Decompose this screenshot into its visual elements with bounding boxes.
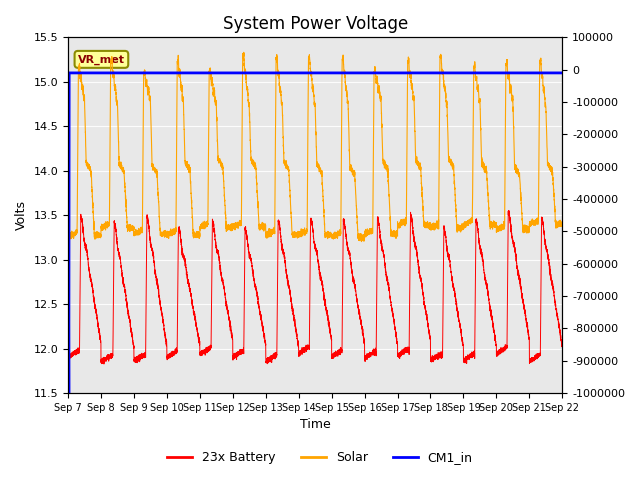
Y-axis label: Volts: Volts bbox=[15, 200, 28, 230]
23x Battery bbox=[170, 353, 178, 359]
Text: VR_met: VR_met bbox=[78, 54, 125, 64]
23x Battery bbox=[100, 361, 108, 367]
23x Battery bbox=[164, 351, 172, 357]
Line: CM1_in: CM1_in bbox=[68, 73, 563, 393]
23x Battery bbox=[453, 308, 461, 314]
23x Battery bbox=[249, 272, 257, 277]
Solar bbox=[249, 159, 257, 165]
Title: System Power Voltage: System Power Voltage bbox=[223, 15, 408, 33]
23x Battery bbox=[505, 208, 513, 214]
Solar bbox=[170, 229, 177, 235]
Solar bbox=[559, 221, 566, 227]
Legend: 23x Battery, Solar, CM1_in: 23x Battery, Solar, CM1_in bbox=[163, 446, 477, 469]
Solar bbox=[64, 234, 72, 240]
CM1_in bbox=[65, 390, 72, 396]
Solar bbox=[383, 165, 391, 171]
CM1_in bbox=[65, 70, 73, 76]
23x Battery bbox=[64, 357, 72, 363]
23x Battery bbox=[559, 343, 566, 348]
CM1_in bbox=[64, 123, 72, 129]
Solar bbox=[240, 49, 248, 55]
CM1_in bbox=[383, 70, 391, 76]
CM1_in bbox=[453, 70, 461, 76]
X-axis label: Time: Time bbox=[300, 419, 330, 432]
23x Battery bbox=[383, 276, 391, 282]
23x Battery bbox=[557, 336, 564, 341]
Line: 23x Battery: 23x Battery bbox=[68, 211, 563, 364]
Solar bbox=[358, 239, 365, 244]
CM1_in bbox=[250, 70, 257, 76]
Solar bbox=[164, 229, 172, 235]
Solar bbox=[557, 222, 564, 228]
CM1_in bbox=[559, 70, 566, 76]
CM1_in bbox=[170, 70, 178, 76]
Line: Solar: Solar bbox=[68, 52, 563, 241]
CM1_in bbox=[557, 70, 564, 76]
CM1_in bbox=[165, 70, 173, 76]
Solar bbox=[453, 227, 461, 233]
